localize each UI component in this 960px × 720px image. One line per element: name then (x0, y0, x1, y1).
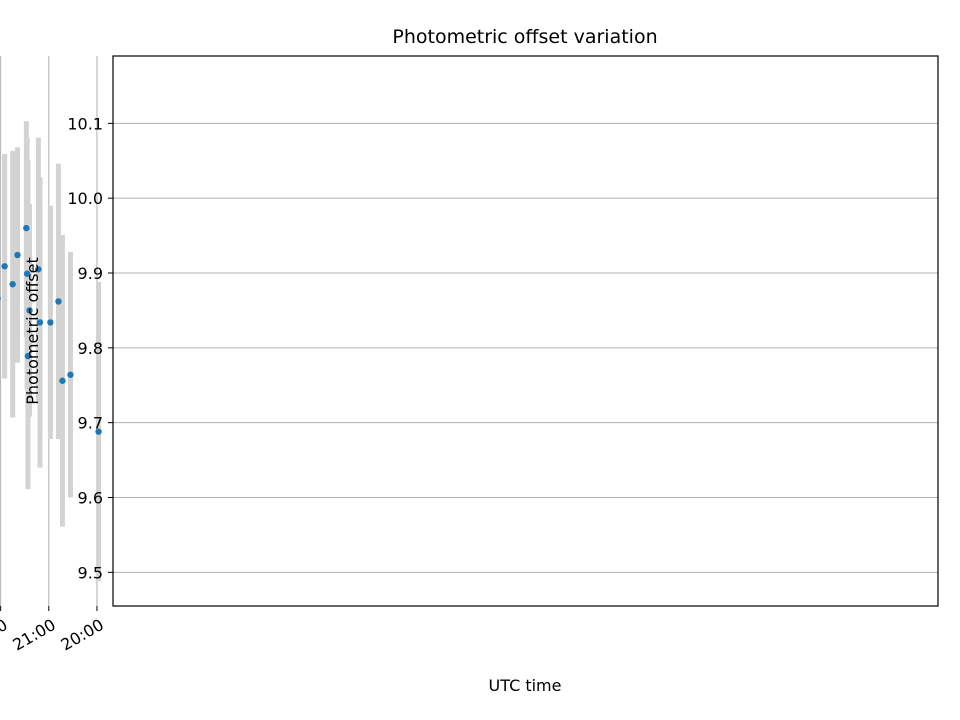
data-point (95, 428, 102, 435)
data-point (36, 319, 44, 326)
y-axis-ticks: 9.5 9.6 9.7 9.8 9.9 10.0 10.1 (67, 114, 113, 582)
data-point (35, 266, 42, 273)
x-axis-label: UTC time (489, 676, 562, 695)
y-tick-label: 9.7 (78, 414, 103, 433)
data-point (47, 319, 54, 326)
data-point (9, 281, 16, 288)
data-point (1, 263, 8, 270)
data-point (59, 377, 66, 384)
y-tick-label: 10.1 (67, 114, 103, 133)
data-point (0, 296, 1, 301)
data-point (67, 371, 74, 378)
data-point (23, 270, 31, 277)
data-point (24, 352, 32, 360)
plot-frame (112, 55, 939, 607)
y-tick-label: 9.8 (78, 339, 103, 358)
data-points (0, 224, 102, 435)
data-point (26, 307, 33, 314)
y-axis-label: Photometric offset (23, 257, 42, 405)
chart-title: Photometric offset variation (392, 26, 657, 48)
data-point (14, 251, 21, 259)
grid-lines (0, 56, 938, 606)
y-tick-label: 9.5 (78, 563, 103, 582)
y-tick-label: 9.9 (78, 264, 103, 283)
y-tick-label: 10.0 (67, 189, 103, 208)
data-point (23, 224, 30, 232)
y-tick-label: 9.6 (78, 488, 103, 507)
data-point (55, 298, 62, 305)
